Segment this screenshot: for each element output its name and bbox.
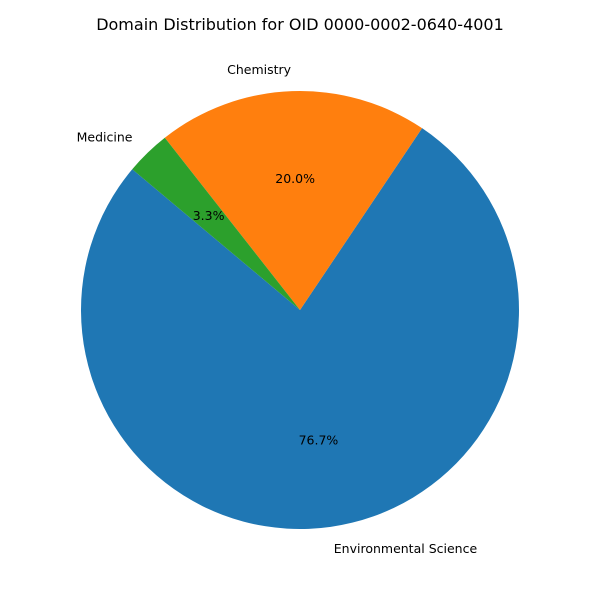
pie-slices [81,90,519,529]
pie-slice-environmental-science [81,128,519,529]
slice-pct-environmental-science: 76.7% [299,433,339,448]
slice-pct-chemistry: 20.0% [275,171,315,186]
slice-label-chemistry: Chemistry [227,62,292,77]
slice-pct-medicine: 3.3% [193,208,225,223]
slice-label-environmental-science: Environmental Science [334,541,478,556]
chart-title: Domain Distribution for OID 0000-0002-06… [96,15,504,34]
pie-slice-chemistry [164,90,423,310]
pie-slice-medicine [132,137,300,310]
pie-labels: Environmental Science 76.7% Chemistry 20.0%… [77,62,478,556]
slice-label-medicine: Medicine [77,129,133,144]
